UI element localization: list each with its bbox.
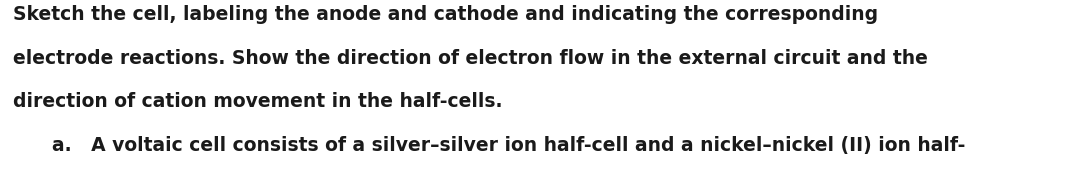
Text: direction of cation movement in the half-cells.: direction of cation movement in the half… <box>13 92 503 111</box>
Text: electrode reactions. Show the direction of electron flow in the external circuit: electrode reactions. Show the direction … <box>13 49 928 68</box>
Text: Sketch the cell, labeling the anode and cathode and indicating the corresponding: Sketch the cell, labeling the anode and … <box>13 5 878 24</box>
Text: a.   A voltaic cell consists of a silver–silver ion half-cell and a nickel–nicke: a. A voltaic cell consists of a silver–s… <box>52 136 966 155</box>
